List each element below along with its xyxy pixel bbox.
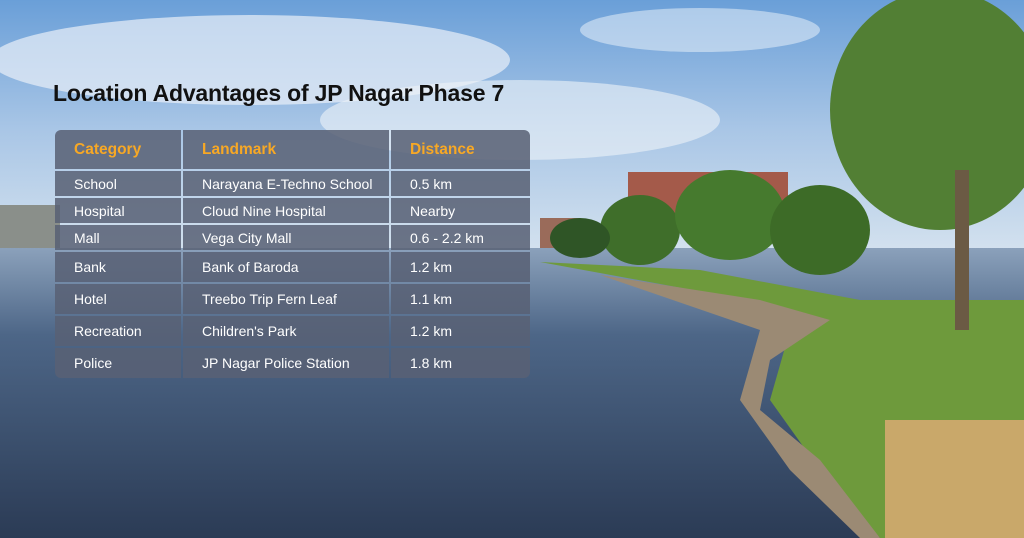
table: Category Landmark Distance School Narayana E… <box>55 130 530 384</box>
table-cell: Bank <box>55 252 181 282</box>
table-cell: 0.6 - 2.2 km <box>391 225 530 250</box>
table-cell: Police <box>55 348 181 378</box>
table-cell: 1.1 km <box>391 284 530 314</box>
header-cell: Distance <box>391 130 530 169</box>
table-cell: 1.2 km <box>391 252 530 282</box>
table-cell: School <box>55 171 181 196</box>
table-cell: Nearby <box>391 198 530 223</box>
table-cell: Treebo Trip Fern Leaf <box>183 284 389 314</box>
header-cell: Landmark <box>183 130 389 169</box>
table-cell: Recreation <box>55 316 181 346</box>
table-cell: 1.8 km <box>391 348 530 378</box>
table-cell: Mall <box>55 225 181 250</box>
table-cell: Hotel <box>55 284 181 314</box>
table-cell: Cloud Nine Hospital <box>183 198 389 223</box>
table-cell: Bank of Baroda <box>183 252 389 282</box>
table-cell: Children's Park <box>183 316 389 346</box>
header-cell: Category <box>55 130 181 169</box>
table-cell: Vega City Mall <box>183 225 389 250</box>
table-cell: Hospital <box>55 198 181 223</box>
table-cell: 1.2 km <box>391 316 530 346</box>
title: Location Advantages of JP Nagar Phase 7 <box>53 80 505 106</box>
table-cell: JP Nagar Police Station <box>183 348 389 378</box>
table-cell: 0.5 km <box>391 171 530 196</box>
table-cell: Narayana E-Techno School <box>183 171 389 196</box>
